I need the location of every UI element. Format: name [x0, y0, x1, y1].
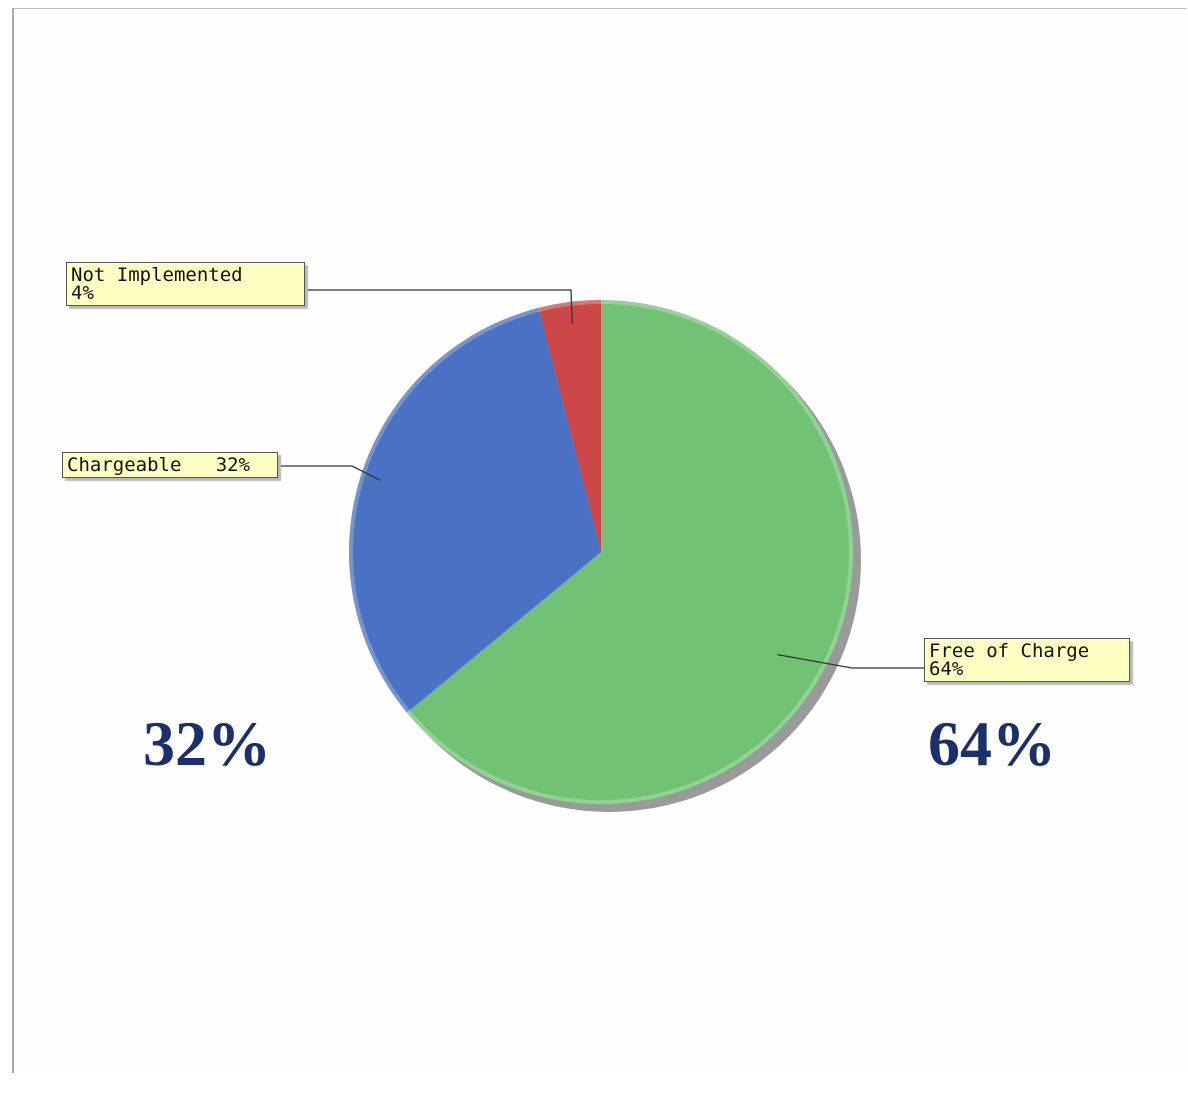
label-chargeable: Chargeable 32% — [62, 452, 278, 478]
pie-slice-chargeable — [349, 307, 601, 713]
pie-slice-not-implemented — [538, 300, 601, 552]
leader-not-implemented — [294, 289, 573, 324]
label-not-implemented: Not Implemented 4% — [66, 262, 305, 306]
label-free-of-charge: Free of Charge 64% — [924, 638, 1130, 682]
callout-right-percent: 64% — [928, 708, 1056, 779]
callout-left-percent: 32% — [143, 708, 271, 779]
label-not-implemented-pct: 4% — [71, 282, 94, 304]
label-free-of-charge-pct: 64% — [929, 658, 964, 680]
label-free-of-charge-name: Free of Charge — [929, 640, 1090, 662]
leader-free-of-charge — [777, 653, 924, 669]
pie-rim-highlight — [349, 300, 853, 804]
label-not-implemented-name: Not Implemented — [71, 264, 243, 286]
pie-slice-free-of-charge — [406, 300, 854, 804]
label-chargeable-text: Chargeable 32% — [67, 454, 251, 476]
leader-chargeable — [267, 465, 381, 481]
